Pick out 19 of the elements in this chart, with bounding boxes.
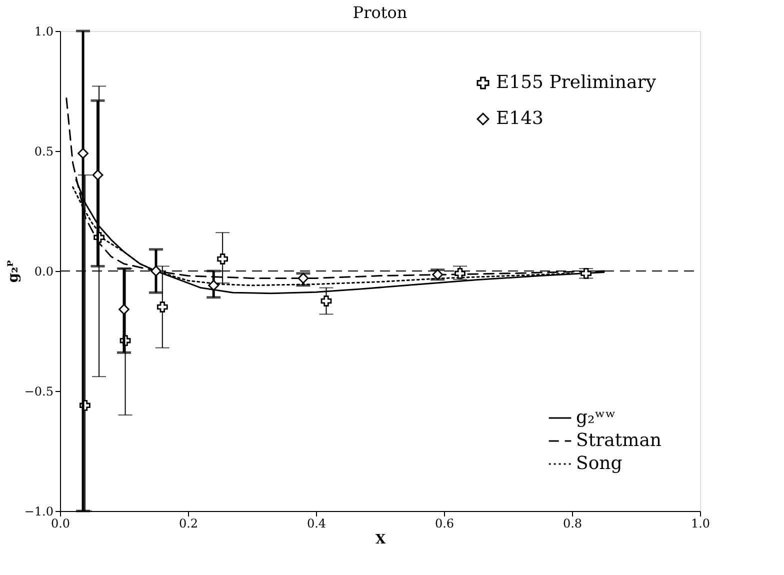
legend-label: Song [576, 453, 622, 474]
y-tick-label: −1.0 [24, 504, 54, 518]
legend-label: E155 Preliminary [496, 72, 657, 93]
x-tick-label: 0.6 [434, 516, 454, 530]
legend-label: E143 [496, 108, 544, 129]
chart-title: Proton [352, 3, 408, 22]
x-axis-title: X [375, 532, 386, 548]
y-tick-label: −0.5 [24, 384, 54, 398]
y-tick-label: 0.5 [34, 144, 54, 158]
legend-label: Stratman [576, 430, 662, 451]
x-tick-label: 0.0 [50, 516, 70, 530]
y-tick-label: 1.0 [34, 24, 54, 38]
x-tick-label: 0.4 [306, 516, 326, 530]
legend-label: g₂ʷʷ [576, 407, 616, 428]
x-tick-label: 1.0 [690, 516, 710, 530]
x-tick-label: 0.8 [562, 516, 582, 530]
y-axis-title: g₂ᴾ [5, 260, 22, 283]
y-tick-label: 0.0 [34, 264, 54, 278]
x-tick-label: 0.2 [178, 516, 198, 530]
